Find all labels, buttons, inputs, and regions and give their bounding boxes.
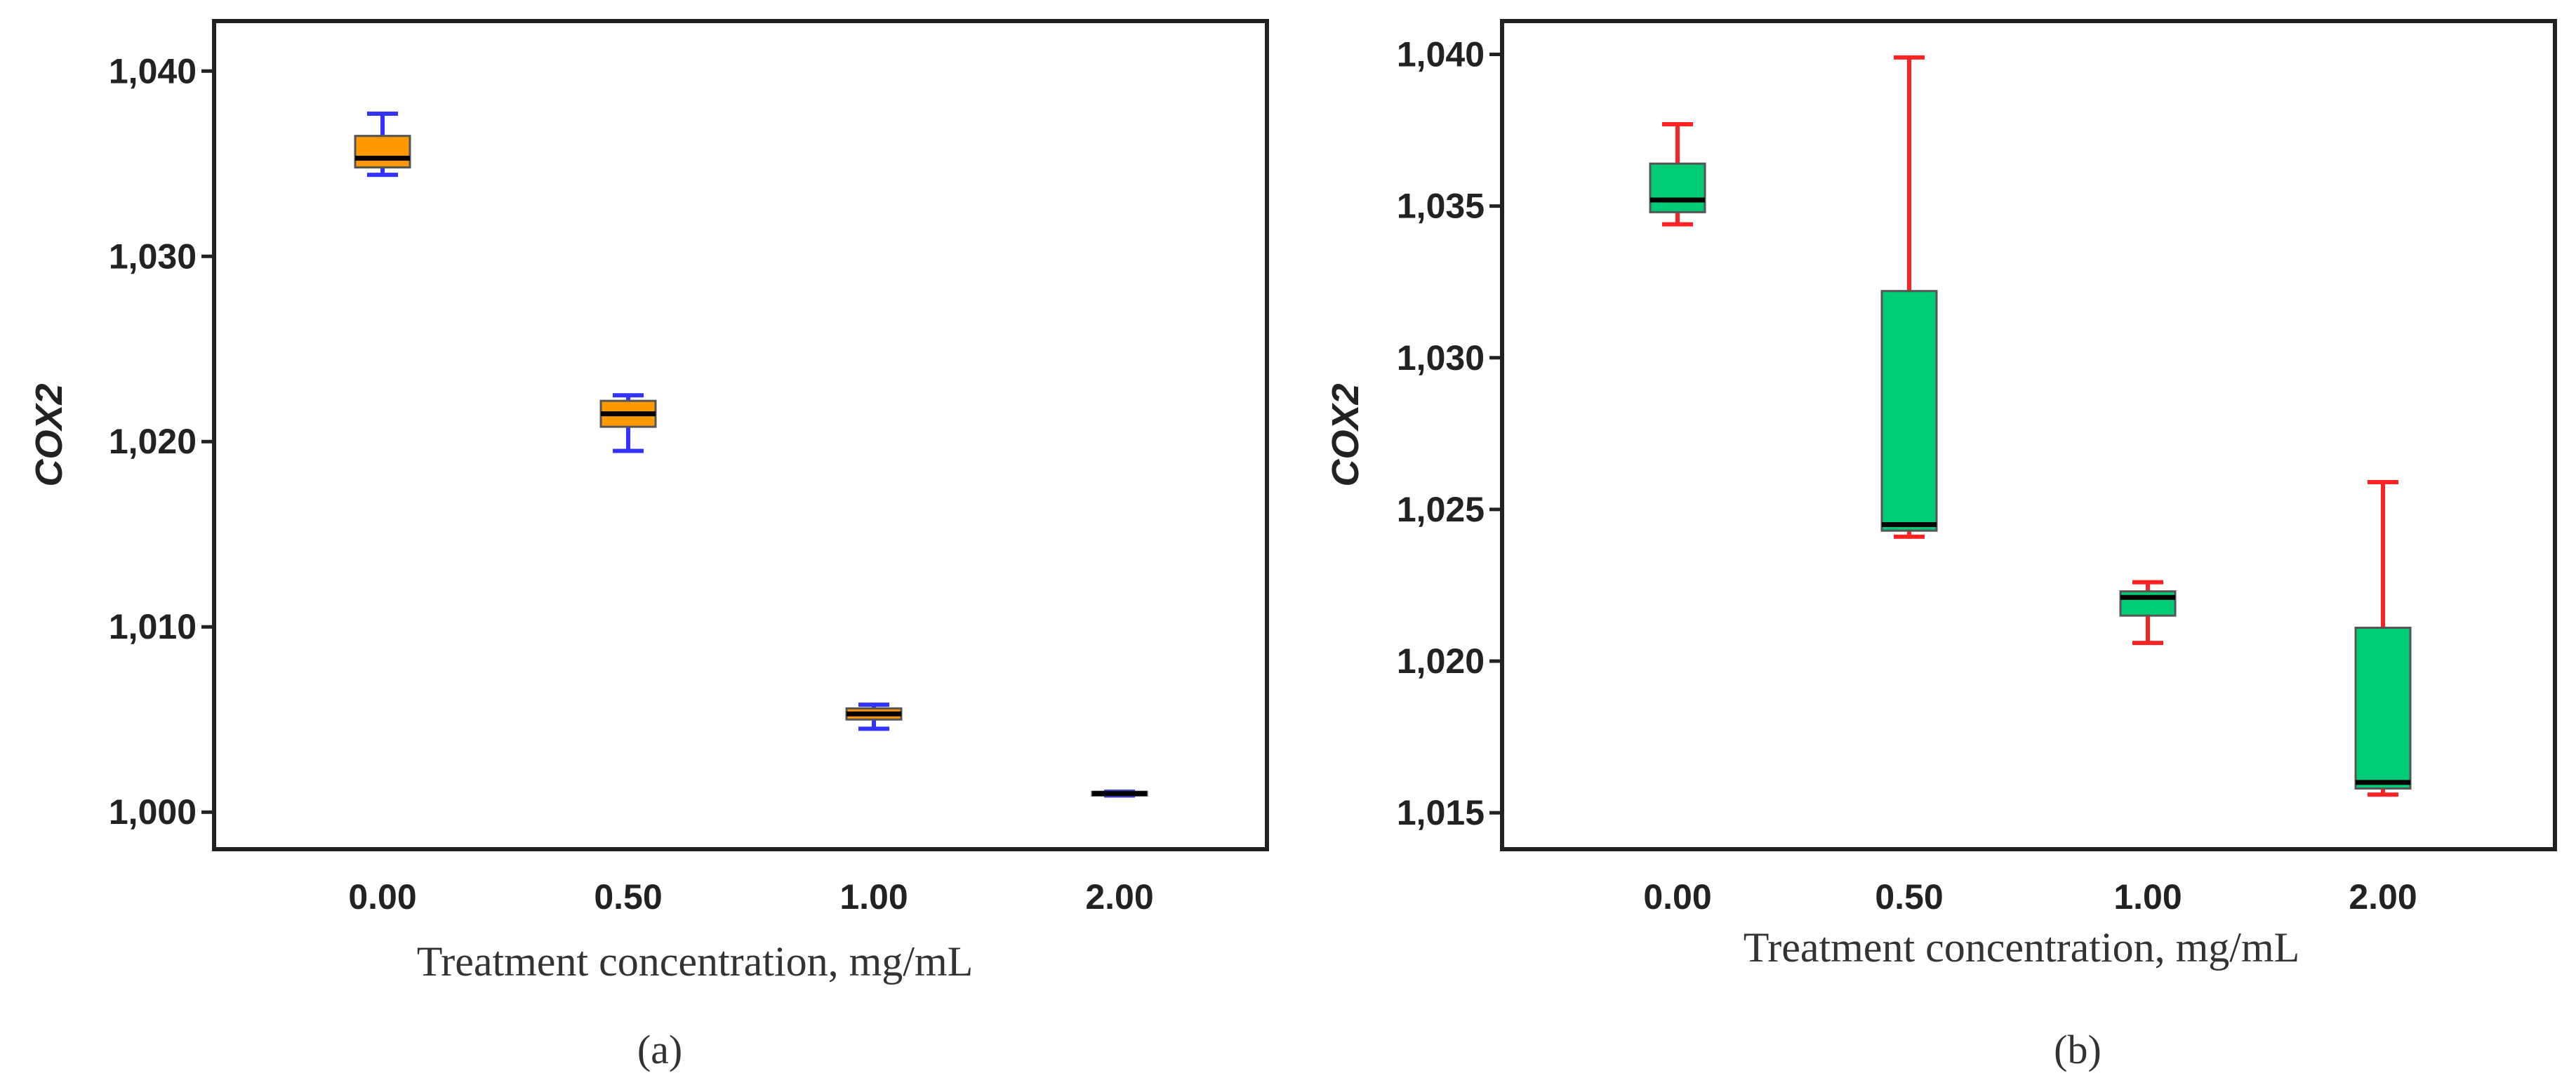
x-category-label: 0.50 [1875, 877, 1943, 917]
box-series [1649, 55, 2412, 797]
x-category-label: 2.00 [1085, 877, 1153, 917]
x-axis-title: Treatment concentration, mg/mL [417, 938, 974, 985]
y-tick-label: 1,040 [109, 51, 197, 91]
y-tick-label: 1,025 [1397, 490, 1485, 529]
x-axis-title: Treatment concentration, mg/mL [1744, 924, 2300, 971]
box-1-00 [2119, 580, 2177, 646]
panel-label: (b) [2054, 1027, 2102, 1072]
x-category-label: 2.00 [2349, 877, 2417, 917]
y-tick-label: 1,010 [109, 607, 197, 646]
box-body [2354, 626, 2412, 790]
x-axis-categories: 0.00 0.50 1.00 2.00 [348, 877, 1153, 917]
box-2-00 [1091, 790, 1148, 798]
y-tick-label: 1,030 [1397, 338, 1485, 378]
box-body [354, 135, 411, 169]
x-category-label: 0.00 [348, 877, 416, 917]
x-category-label: 1.00 [2113, 877, 2182, 917]
box-body [1649, 162, 1706, 213]
y-tick-label: 1,020 [1397, 641, 1485, 681]
x-category-label: 0.50 [594, 877, 662, 917]
y-tick-label: 1,020 [109, 422, 197, 461]
x-axis-categories: 0.00 0.50 1.00 2.00 [1643, 877, 2417, 917]
box-2-00 [2354, 479, 2412, 797]
box-0-50 [599, 393, 657, 453]
box-series [354, 111, 1148, 798]
box-body [1880, 290, 1938, 532]
y-tick-label: 1,035 [1397, 187, 1485, 226]
chart-panel-b: 1,015 1,020 1,025 1,030 1,035 1,040 0.00 0.50 1… [1324, 19, 2557, 1072]
x-category-label: 0.00 [1643, 877, 1711, 917]
y-axis-title: COX2 [1324, 383, 1367, 486]
box-0-00 [354, 111, 411, 178]
y-tick-label: 1,040 [1397, 35, 1485, 74]
y-tick-label: 1,015 [1397, 793, 1485, 832]
y-axis-ticks: 1,000 1,010 1,020 1,030 1,040 [109, 51, 214, 832]
panel-label: (a) [637, 1027, 682, 1072]
box-0-50 [1880, 55, 1938, 539]
y-axis-title: COX2 [28, 383, 70, 486]
x-category-label: 1.00 [839, 877, 908, 917]
chart-panel-a: 1,000 1,010 1,020 1,030 1,040 0.00 0.50 1.00 2.… [28, 19, 1269, 1072]
y-tick-label: 1,000 [109, 792, 197, 832]
y-axis-ticks: 1,015 1,020 1,025 1,030 1,035 1,040 [1397, 35, 1502, 832]
box-1-00 [845, 703, 903, 731]
box-0-00 [1649, 121, 1706, 227]
y-tick-label: 1,030 [109, 237, 197, 276]
